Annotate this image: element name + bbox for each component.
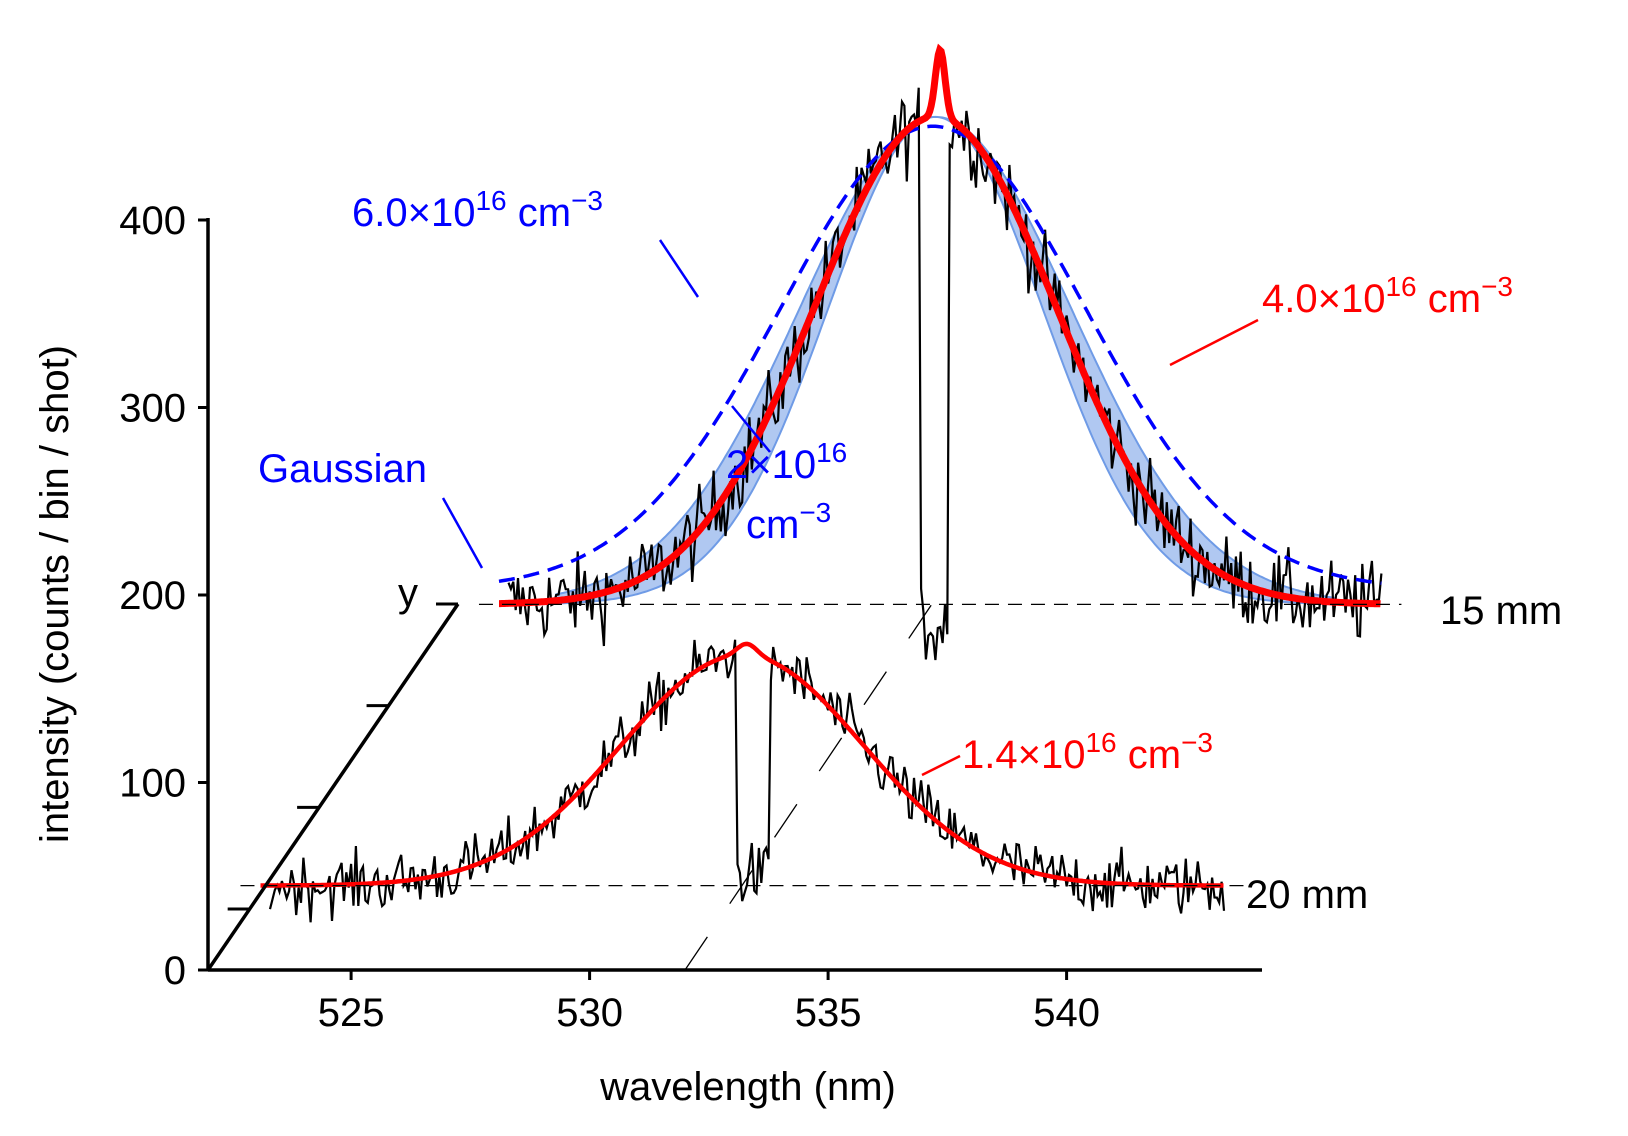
- x-tick-label: 530: [556, 991, 623, 1035]
- trace-label-20mm: 20 mm: [1246, 873, 1368, 917]
- y-tick-label: 0: [164, 949, 186, 993]
- x-tick-label: 535: [795, 991, 862, 1035]
- x-tick-label: 525: [318, 991, 385, 1035]
- fit-20mm-pointer: [921, 754, 961, 777]
- upper-density-label: 6.0×1016 cm−3: [352, 185, 603, 235]
- data-trace-20mm: [268, 639, 1226, 923]
- lower-density-pointer: [731, 405, 771, 453]
- fit-15mm-pointer: [1169, 318, 1259, 367]
- fit-line-20mm: [260, 641, 1224, 888]
- x-axis-title: wavelength (nm): [599, 1065, 896, 1109]
- y-tick-label: 200: [119, 574, 186, 618]
- lower-density-unit: cm−3: [746, 497, 831, 547]
- gaussian-fit-15mm: [498, 124, 1382, 585]
- y-axis-ticks: 0 100 200 300 400: [119, 199, 208, 993]
- fit-20mm-density-label: 1.4×1016 cm−3: [962, 727, 1213, 777]
- lower-density-label: 2×1016: [726, 437, 847, 487]
- x-tick-label: 540: [1033, 991, 1100, 1035]
- depth-axis-label: y: [398, 571, 418, 615]
- upper-density-pointer: [658, 239, 700, 298]
- gaussian-label: Gaussian: [258, 447, 427, 491]
- depth-axis-ticks: [227, 602, 458, 911]
- data-trace-15mm: [507, 87, 1383, 661]
- density-band-15mm: [555, 115, 1335, 605]
- fit-15mm-density-label: 4.0×1016 cm−3: [1262, 271, 1513, 321]
- y-tick-label: 400: [119, 199, 186, 243]
- y-tick-label: 100: [119, 762, 186, 806]
- fit-line-15mm: [499, 43, 1381, 608]
- y-tick-label: 300: [119, 387, 186, 431]
- gaussian-pointer: [441, 497, 484, 569]
- x-axis-ticks: 525 530 535 540: [318, 970, 1100, 1035]
- y-axis-title: intensity (counts / bin / shot): [33, 345, 77, 843]
- trace-label-15mm: 15 mm: [1440, 589, 1562, 633]
